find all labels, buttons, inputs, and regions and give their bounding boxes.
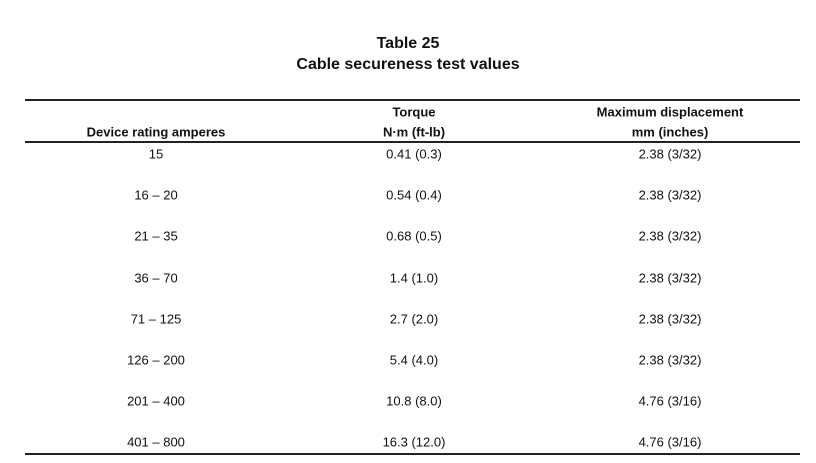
table-cell: 0.54 (0.4) bbox=[386, 187, 442, 203]
bottom-rule bbox=[25, 453, 800, 455]
table-cell: 71 – 125 bbox=[130, 311, 182, 327]
table-subtitle: Cable secureness test values bbox=[296, 56, 520, 73]
table-cell: 401 – 800 bbox=[127, 434, 185, 450]
table-cell: 4.76 (3/16) bbox=[638, 434, 702, 450]
table-cell: 15 bbox=[148, 146, 164, 162]
column-header: mm (inches) bbox=[631, 124, 709, 140]
table-cell: 2.38 (3/32) bbox=[638, 311, 702, 327]
table-cell: 2.38 (3/32) bbox=[638, 146, 702, 162]
table-cell: 2.38 (3/32) bbox=[638, 187, 702, 203]
header-rule bbox=[25, 141, 800, 143]
table-title: Table 25 bbox=[376, 35, 440, 52]
table-cell: 2.38 (3/32) bbox=[638, 270, 702, 286]
column-header: N·m (ft-lb) bbox=[382, 124, 446, 140]
table-cell: 16 – 20 bbox=[134, 187, 178, 203]
table-cell: 2.38 (3/32) bbox=[638, 352, 702, 368]
table-cell: 0.68 (0.5) bbox=[386, 228, 442, 244]
table-cell: 4.76 (3/16) bbox=[638, 393, 702, 409]
table-cell: 10.8 (8.0) bbox=[386, 393, 442, 409]
table-cell: 16.3 (12.0) bbox=[382, 434, 446, 450]
column-header: Device rating amperes bbox=[86, 124, 226, 140]
column-header: Maximum displacement bbox=[596, 104, 744, 120]
table-cell: 5.4 (4.0) bbox=[389, 352, 439, 368]
table-cell: 126 – 200 bbox=[127, 352, 185, 368]
table-cell: 0.41 (0.3) bbox=[386, 146, 442, 162]
table-cell: 1.4 (1.0) bbox=[389, 270, 439, 286]
table-cell: 201 – 400 bbox=[127, 393, 185, 409]
table-cell: 2.38 (3/32) bbox=[638, 228, 702, 244]
top-rule bbox=[25, 99, 800, 101]
table-cell: 21 – 35 bbox=[134, 228, 178, 244]
table-cell: 2.7 (2.0) bbox=[389, 311, 439, 327]
column-header: Torque bbox=[392, 104, 436, 120]
table-cell: 36 – 70 bbox=[134, 270, 178, 286]
